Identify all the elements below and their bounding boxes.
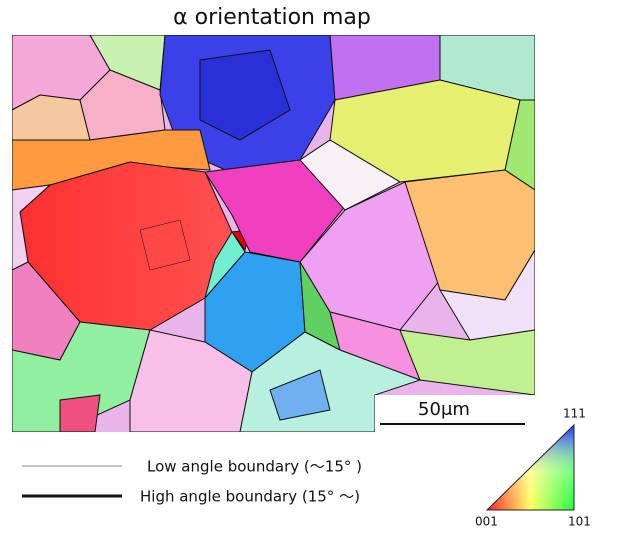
ipf-corner-label: 001: [475, 515, 498, 529]
title: α orientation map: [173, 5, 371, 30]
legend-label: High angle boundary (15° ～): [140, 488, 360, 506]
orientation-map: [12, 35, 535, 432]
ipf-corner-label: 111: [563, 407, 586, 421]
scale-bar-box: [375, 395, 535, 432]
legend-label: Low angle boundary (～15° ): [147, 458, 362, 476]
ipf-corner-label: 101: [568, 515, 591, 529]
scale-bar-label: 50μm: [418, 399, 470, 420]
ipf-key: 001 101 111: [475, 407, 591, 529]
